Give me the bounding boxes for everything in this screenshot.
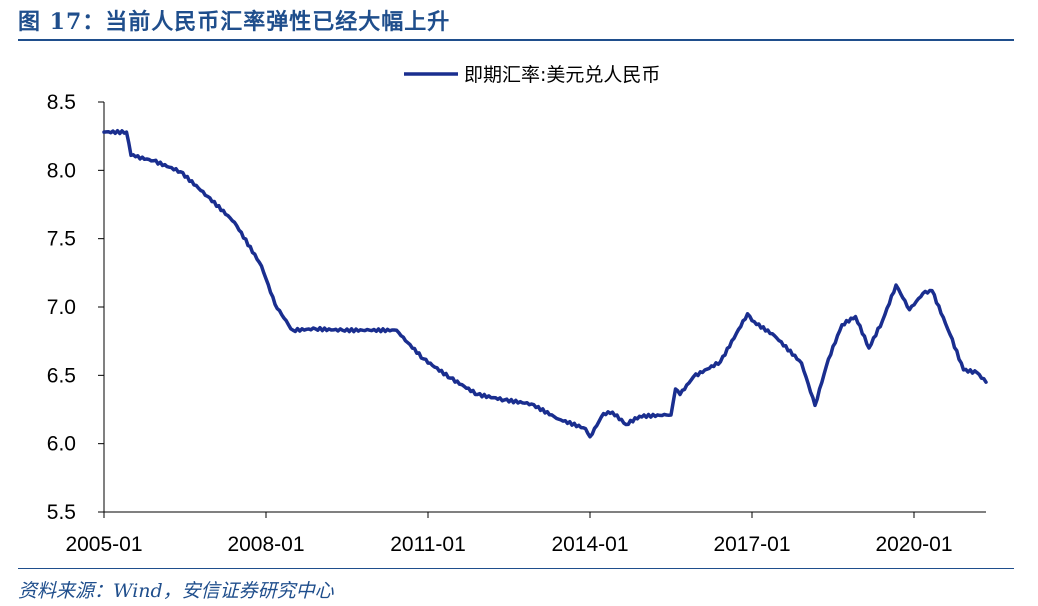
y-tick-label: 7.0 xyxy=(47,296,76,319)
y-tick-label: 6.5 xyxy=(47,364,76,387)
x-tick-label: 2014-01 xyxy=(551,533,628,556)
chart-axes xyxy=(98,101,986,518)
y-tick-label: 8.5 xyxy=(47,91,76,114)
figure-title: 图 17：当前人民币汇率弹性已经大幅上升 xyxy=(18,9,451,35)
x-tick-label: 2011-01 xyxy=(390,533,466,556)
x-tick-label: 2020-01 xyxy=(875,533,952,556)
y-tick-label: 5.5 xyxy=(47,501,76,524)
y-tick-label: 8.0 xyxy=(47,159,76,182)
legend-label: 即期汇率:美元兑人民币 xyxy=(464,64,660,86)
x-tick-label: 2017-01 xyxy=(713,533,790,556)
tick-labels: 5.5 6.0 6.5 7.0 7.5 8.0 8.5 2005-01 2008-01 2011-… xyxy=(47,91,953,556)
x-tick-label: 2005-01 xyxy=(65,533,142,556)
y-tick-label: 7.5 xyxy=(47,228,76,251)
title-divider xyxy=(18,39,1014,41)
figure-source: 资料来源：Wind，安信证券研究中心 xyxy=(18,580,334,602)
series-line xyxy=(102,128,988,439)
source-divider xyxy=(18,568,1014,569)
y-tick-label: 6.0 xyxy=(47,433,76,456)
chart-legend: 即期汇率:美元兑人民币 xyxy=(404,64,660,86)
chart-series xyxy=(102,128,988,439)
x-tick-label: 2008-01 xyxy=(227,533,304,556)
